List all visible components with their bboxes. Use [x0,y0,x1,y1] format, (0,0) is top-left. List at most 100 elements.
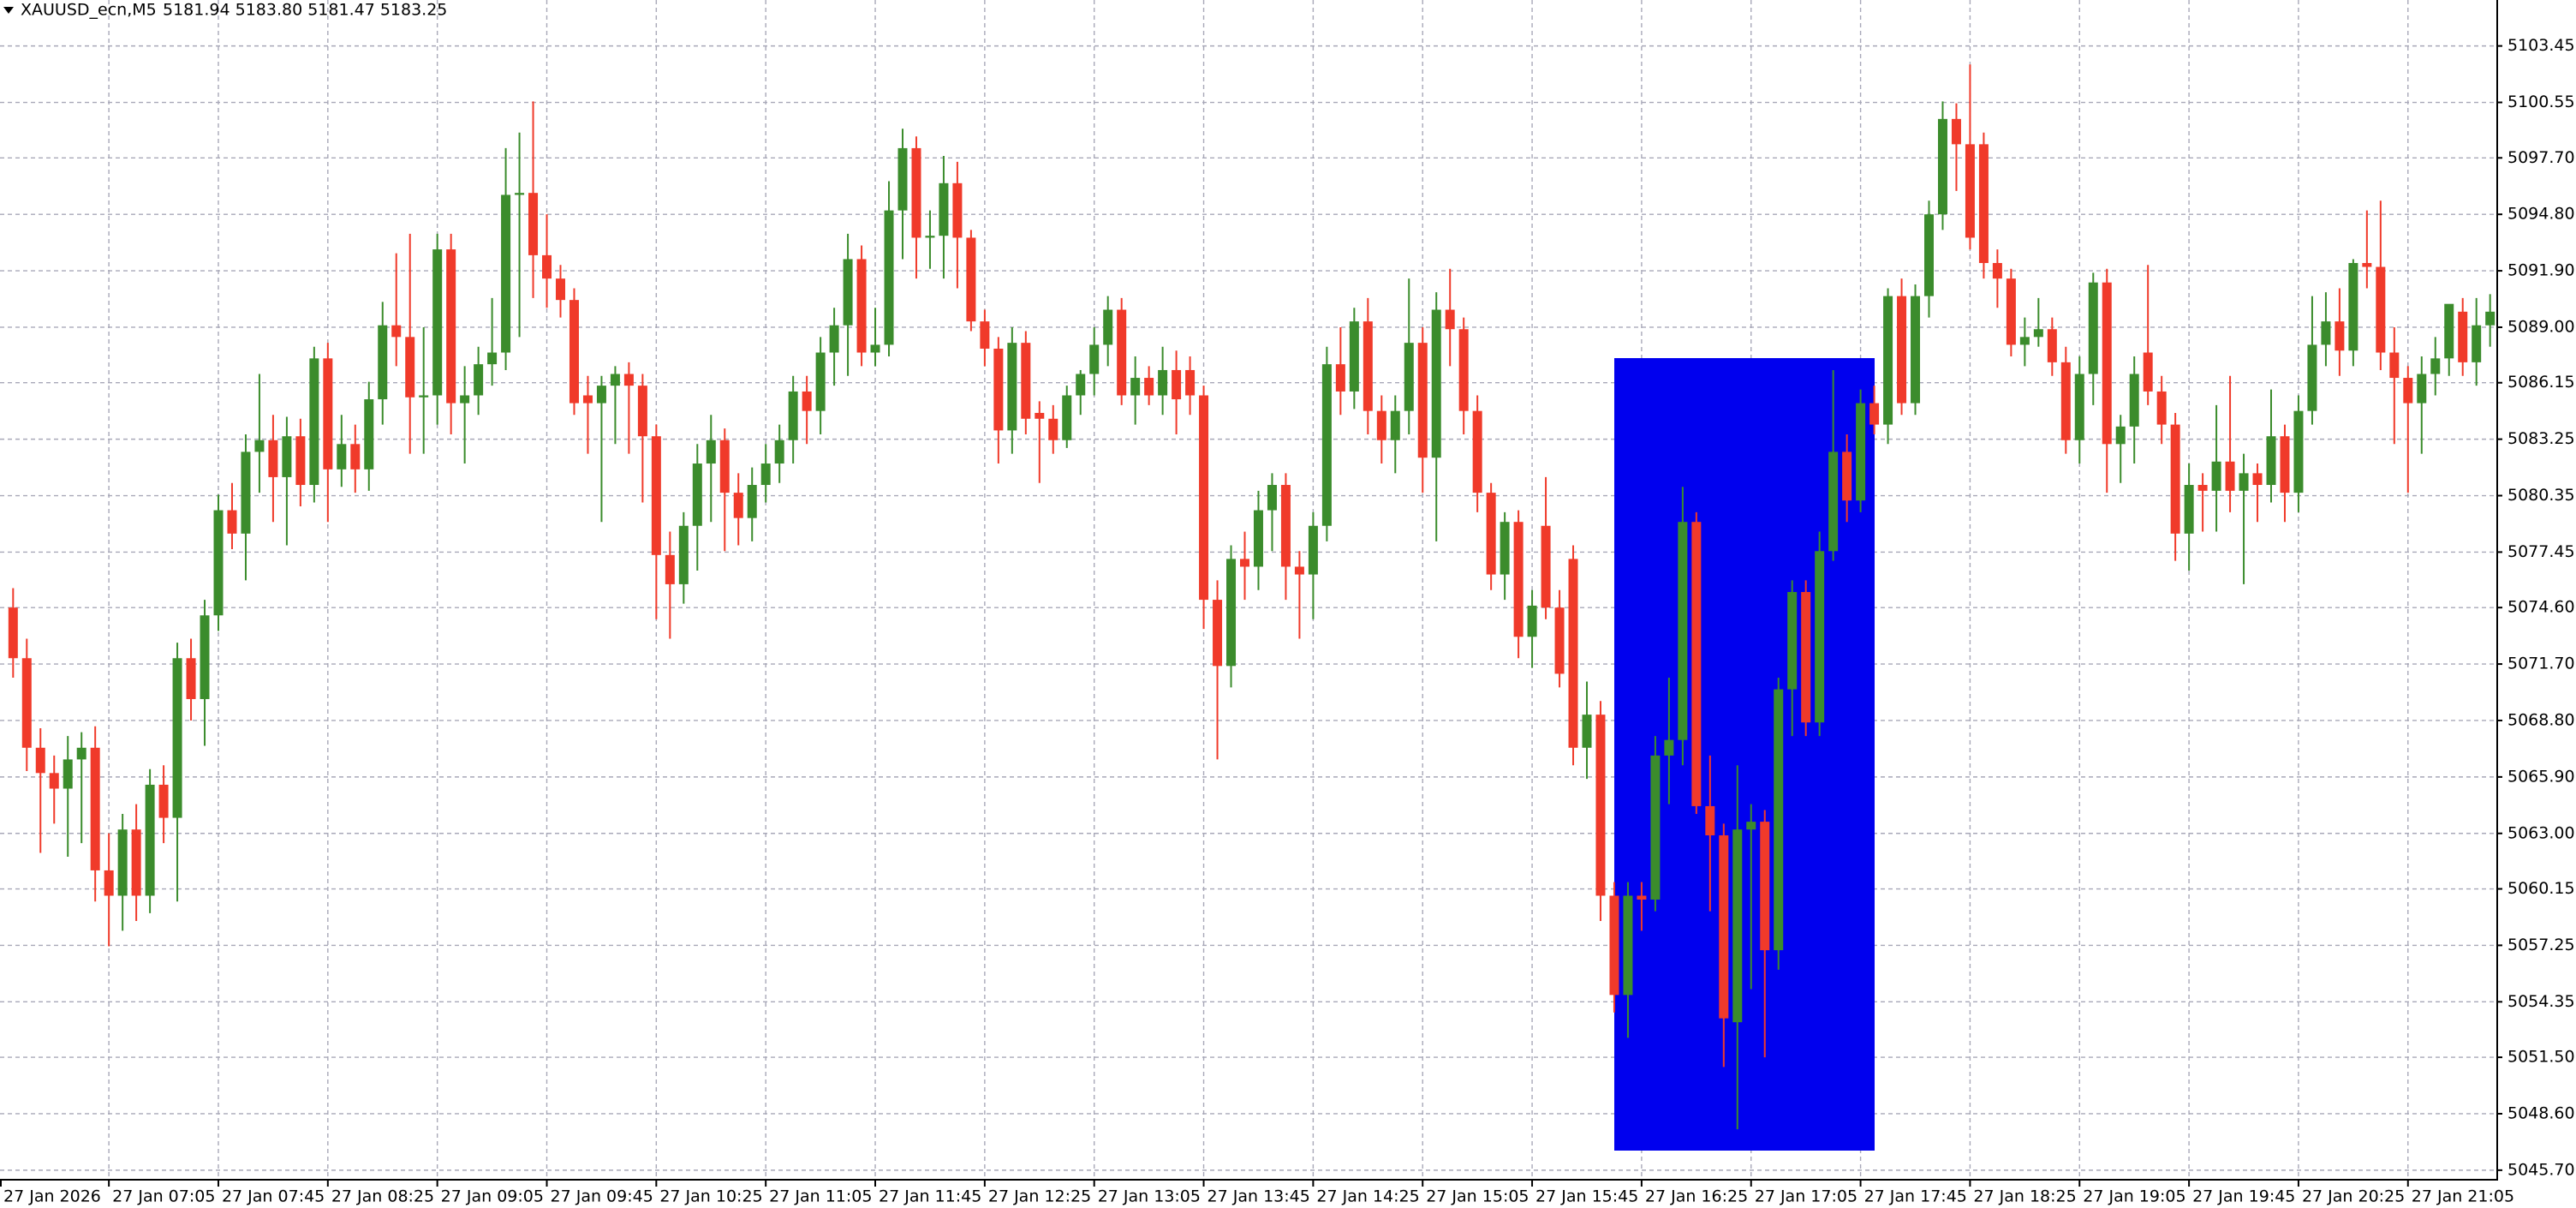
y-tick-label: 5051.50 [2507,1048,2575,1067]
candle-body [63,759,73,789]
candle-body [1294,566,1304,575]
candle-body [706,440,716,464]
x-tick-label: 27 Jan 17:45 [1864,1187,1967,1206]
x-tick-label: 27 Jan 09:05 [441,1187,544,1206]
candle-body [1486,493,1496,575]
candle-body [446,249,456,404]
candle-body [2074,374,2084,440]
axes: 5045.70 5048.60 5051.50 5054.35 5057.25 5060.… [0,36,2575,1206]
candle-body [1774,689,1784,951]
candle-body [2334,321,2345,351]
candle-body [1007,343,1017,431]
candle-body [2389,352,2400,379]
candle-body [405,337,415,398]
candle-body [2170,424,2180,534]
candle-body [993,348,1004,431]
collapse-arrow[interactable] [3,7,14,14]
candle-body [1144,378,1154,396]
candle-body [1691,522,1702,806]
candle-body [2403,378,2413,404]
candle-body [1199,395,1209,601]
y-tick-label: 5089.00 [2507,317,2575,336]
candle-body [1321,364,1332,526]
symbol-name: XAUUSD_ecn,M5 [21,1,157,20]
candle-body [49,773,59,789]
candle-body [432,249,443,396]
x-tick-label: 27 Jan 16:25 [1645,1187,1748,1206]
candle-body [1623,895,1633,996]
candle-body [2006,278,2016,345]
candle-body [295,436,306,486]
candle-body [200,615,210,699]
candle-body [1404,343,1414,411]
y-tick-label: 5094.80 [2507,205,2575,224]
x-tick-label: 27 Jan 15:45 [1535,1187,1638,1206]
candle-body [2362,262,2372,267]
candle-body [911,147,921,238]
candle-body [2430,358,2441,374]
candle-body [104,870,114,896]
y-tick-label: 5077.45 [2507,542,2575,561]
candle-body [582,395,593,404]
candles [8,64,2496,1130]
candle-body [268,440,278,477]
candle-body [158,784,169,818]
candle-body [2115,426,2126,445]
candle-body [815,352,826,411]
candle-body [692,463,702,526]
candle-body [76,747,86,760]
candle-body [542,254,552,279]
candle-body [2458,311,2468,362]
candle-body [1856,403,1866,501]
candle-body [1089,344,1100,374]
candle-body [1267,485,1277,511]
x-tick-label: 27 Jan 11:05 [769,1187,872,1206]
candle-body [1431,309,1441,458]
x-tick-label: 27 Jan 09:45 [551,1187,653,1206]
candle-body [1253,510,1263,567]
candle-body [2143,352,2153,392]
candle-body [241,452,251,534]
y-tick-label: 5063.00 [2507,823,2575,842]
candle-body [2156,391,2167,425]
candle-body [2280,436,2290,493]
candle-body [2239,473,2249,491]
candle-body [2047,329,2057,362]
candle-body [1349,321,1359,392]
y-tick-label: 5060.15 [2507,879,2575,898]
candle-body [1335,364,1345,392]
candle-body [1308,525,1318,575]
candle-body [1650,755,1661,900]
y-tick-label: 5074.60 [2507,598,2575,617]
candle-body [528,193,539,255]
candle-body [1554,607,1565,674]
candle-body [501,194,511,353]
candle-body [309,358,319,486]
candle-body [1609,895,1619,996]
candle-body [1815,551,1825,723]
y-tick-label: 5057.25 [2507,936,2575,954]
candle-body [1664,739,1674,756]
candle-body [1185,369,1196,396]
candle-body [1992,262,2002,279]
candle-body [651,436,661,555]
candle-body [1678,522,1688,740]
candle-body [1828,452,1839,552]
candle-body [21,658,32,748]
candle-body [2293,410,2304,493]
quote-values: 5181.94 5183.80 5181.47 5183.25 [163,1,447,20]
candle-body [637,386,647,437]
x-tick-label: 27 Jan 13:45 [1208,1187,1310,1206]
candle-body [515,193,525,195]
x-tick-label: 27 Jan 19:05 [2083,1187,2185,1206]
candle-body [2197,485,2208,491]
candle-body [747,485,757,518]
candle-body [487,352,498,365]
candle-body [1582,715,1592,748]
candle-body [1760,822,1770,951]
candle-body [1390,410,1400,440]
candle-body [2417,374,2427,404]
candle-body [1062,395,1072,440]
candle-body [2225,461,2235,491]
candle-body [1103,309,1113,345]
